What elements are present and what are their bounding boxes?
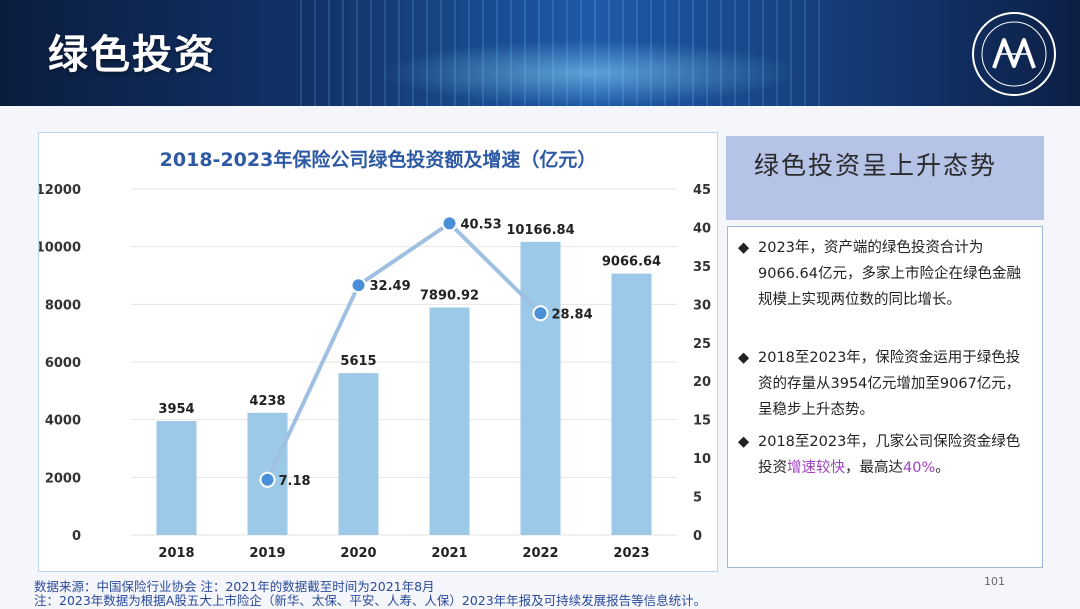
line-point [259,471,276,488]
diamond-bullet-icon: ◆ [738,434,750,450]
highlight-text: 增速较快 [787,460,845,476]
institution-logo-icon [972,12,1056,96]
bar-value-label: 3954 [158,402,194,417]
bullet-text-part: ，最高达 [845,460,903,476]
bar [611,273,652,535]
bar-value-label: 9066.64 [602,255,661,270]
line-point [350,277,367,294]
line-value-label: 28.84 [552,307,593,322]
y-tick-label: 8000 [45,298,81,313]
page-number: 101 [984,575,1005,588]
x-tick-label: 2021 [431,546,467,561]
bullet-text: 2023年，资产端的绿色投资合计为9066.64亿元，多家上市险企在绿色金融规模… [758,240,1021,308]
bar [338,373,379,535]
bar-value-label: 10166.84 [506,223,574,238]
diamond-bullet-icon: ◆ [738,350,750,366]
side-heading: 绿色投资呈上升态势 [754,151,998,180]
footnote: 注：2023年数据为根据A股五大上市险企（新华、太保、平安、人寿、人保）2023… [34,593,707,608]
bar-line-chart: 0 2000 4000 6000 8000 10000 12000 0 5 10 15 20 25 30 3… [39,183,711,561]
chart-title: 2018-2023年保险公司绿色投资额及增速（亿元） [159,149,597,171]
side-heading-box: 绿色投资呈上升态势 [726,136,1044,220]
y-tick-label: 0 [72,529,81,544]
diamond-bullet-icon: ◆ [738,240,750,256]
y-tick-label: 10000 [39,241,81,256]
line-value-label: 40.53 [461,217,502,232]
bullet-item: ◆ 2018至2023年，几家公司保险资金绿色投资增速较快，最高达40%。 [738,429,1034,481]
page-title: 绿色投资 [48,32,216,78]
bar [156,420,197,535]
x-tick-label: 2023 [613,546,649,561]
bar-value-label: 7890.92 [420,288,479,303]
bar-value-label: 4238 [249,394,285,409]
bullet-text-part: 。 [935,460,950,476]
x-tick-label: 2019 [249,546,285,561]
bullet-item: ◆ 2023年，资产端的绿色投资合计为9066.64亿元，多家上市险企在绿色金融… [738,235,1034,313]
y2-tick-label: 45 [693,183,711,198]
bullet-text-part: 2018至2023年，几家公司保险资金绿色投资 [758,434,1021,476]
bar-value-label: 5615 [340,354,376,369]
bullet-list: ◆ 2023年，资产端的绿色投资合计为9066.64亿元，多家上市险企在绿色金融… [727,226,1043,568]
y2-tick-label: 40 [693,221,711,236]
y-tick-label: 6000 [45,356,81,371]
data-source-note: 数据来源：中国保险行业协会 注：2021年的数据截至时间为2021年8月 [34,579,435,594]
y2-tick-label: 30 [693,298,711,313]
bar [520,241,561,535]
y2-tick-label: 35 [693,260,711,275]
x-tick-label: 2020 [340,546,376,561]
x-tick-label: 2018 [158,546,194,561]
header-banner: 绿色投资 [0,0,1080,106]
chart-panel: 2018-2023年保险公司绿色投资额及增速（亿元） 0 2000 4000 6000… [38,132,718,572]
line-value-label: 32.49 [370,279,411,294]
y2-tick-label: 0 [693,529,702,544]
bar [429,307,470,535]
line-point [532,305,549,322]
banner-glow [380,40,800,106]
line-value-label: 7.18 [279,474,311,489]
highlight-text: 40% [903,460,936,476]
y-tick-label: 2000 [45,471,81,486]
bullet-item: ◆ 2018至2023年，保险资金运用于绿色投资的存量从3954亿元增加至906… [738,345,1034,423]
y2-tick-label: 5 [693,491,702,506]
bullet-text: 2018至2023年，保险资金运用于绿色投资的存量从3954亿元增加至9067亿… [758,350,1021,418]
y2-tick-label: 10 [693,452,711,467]
y-tick-label: 12000 [39,183,81,198]
y2-tick-label: 20 [693,375,711,390]
bullet-text: 2018至2023年，几家公司保险资金绿色投资增速较快，最高达40%。 [738,429,1034,481]
line-point [441,215,458,232]
x-tick-label: 2022 [522,546,558,561]
y2-tick-label: 15 [693,414,711,429]
y2-tick-label: 25 [693,337,711,352]
growth-line [265,221,542,481]
y-tick-label: 4000 [45,414,81,429]
